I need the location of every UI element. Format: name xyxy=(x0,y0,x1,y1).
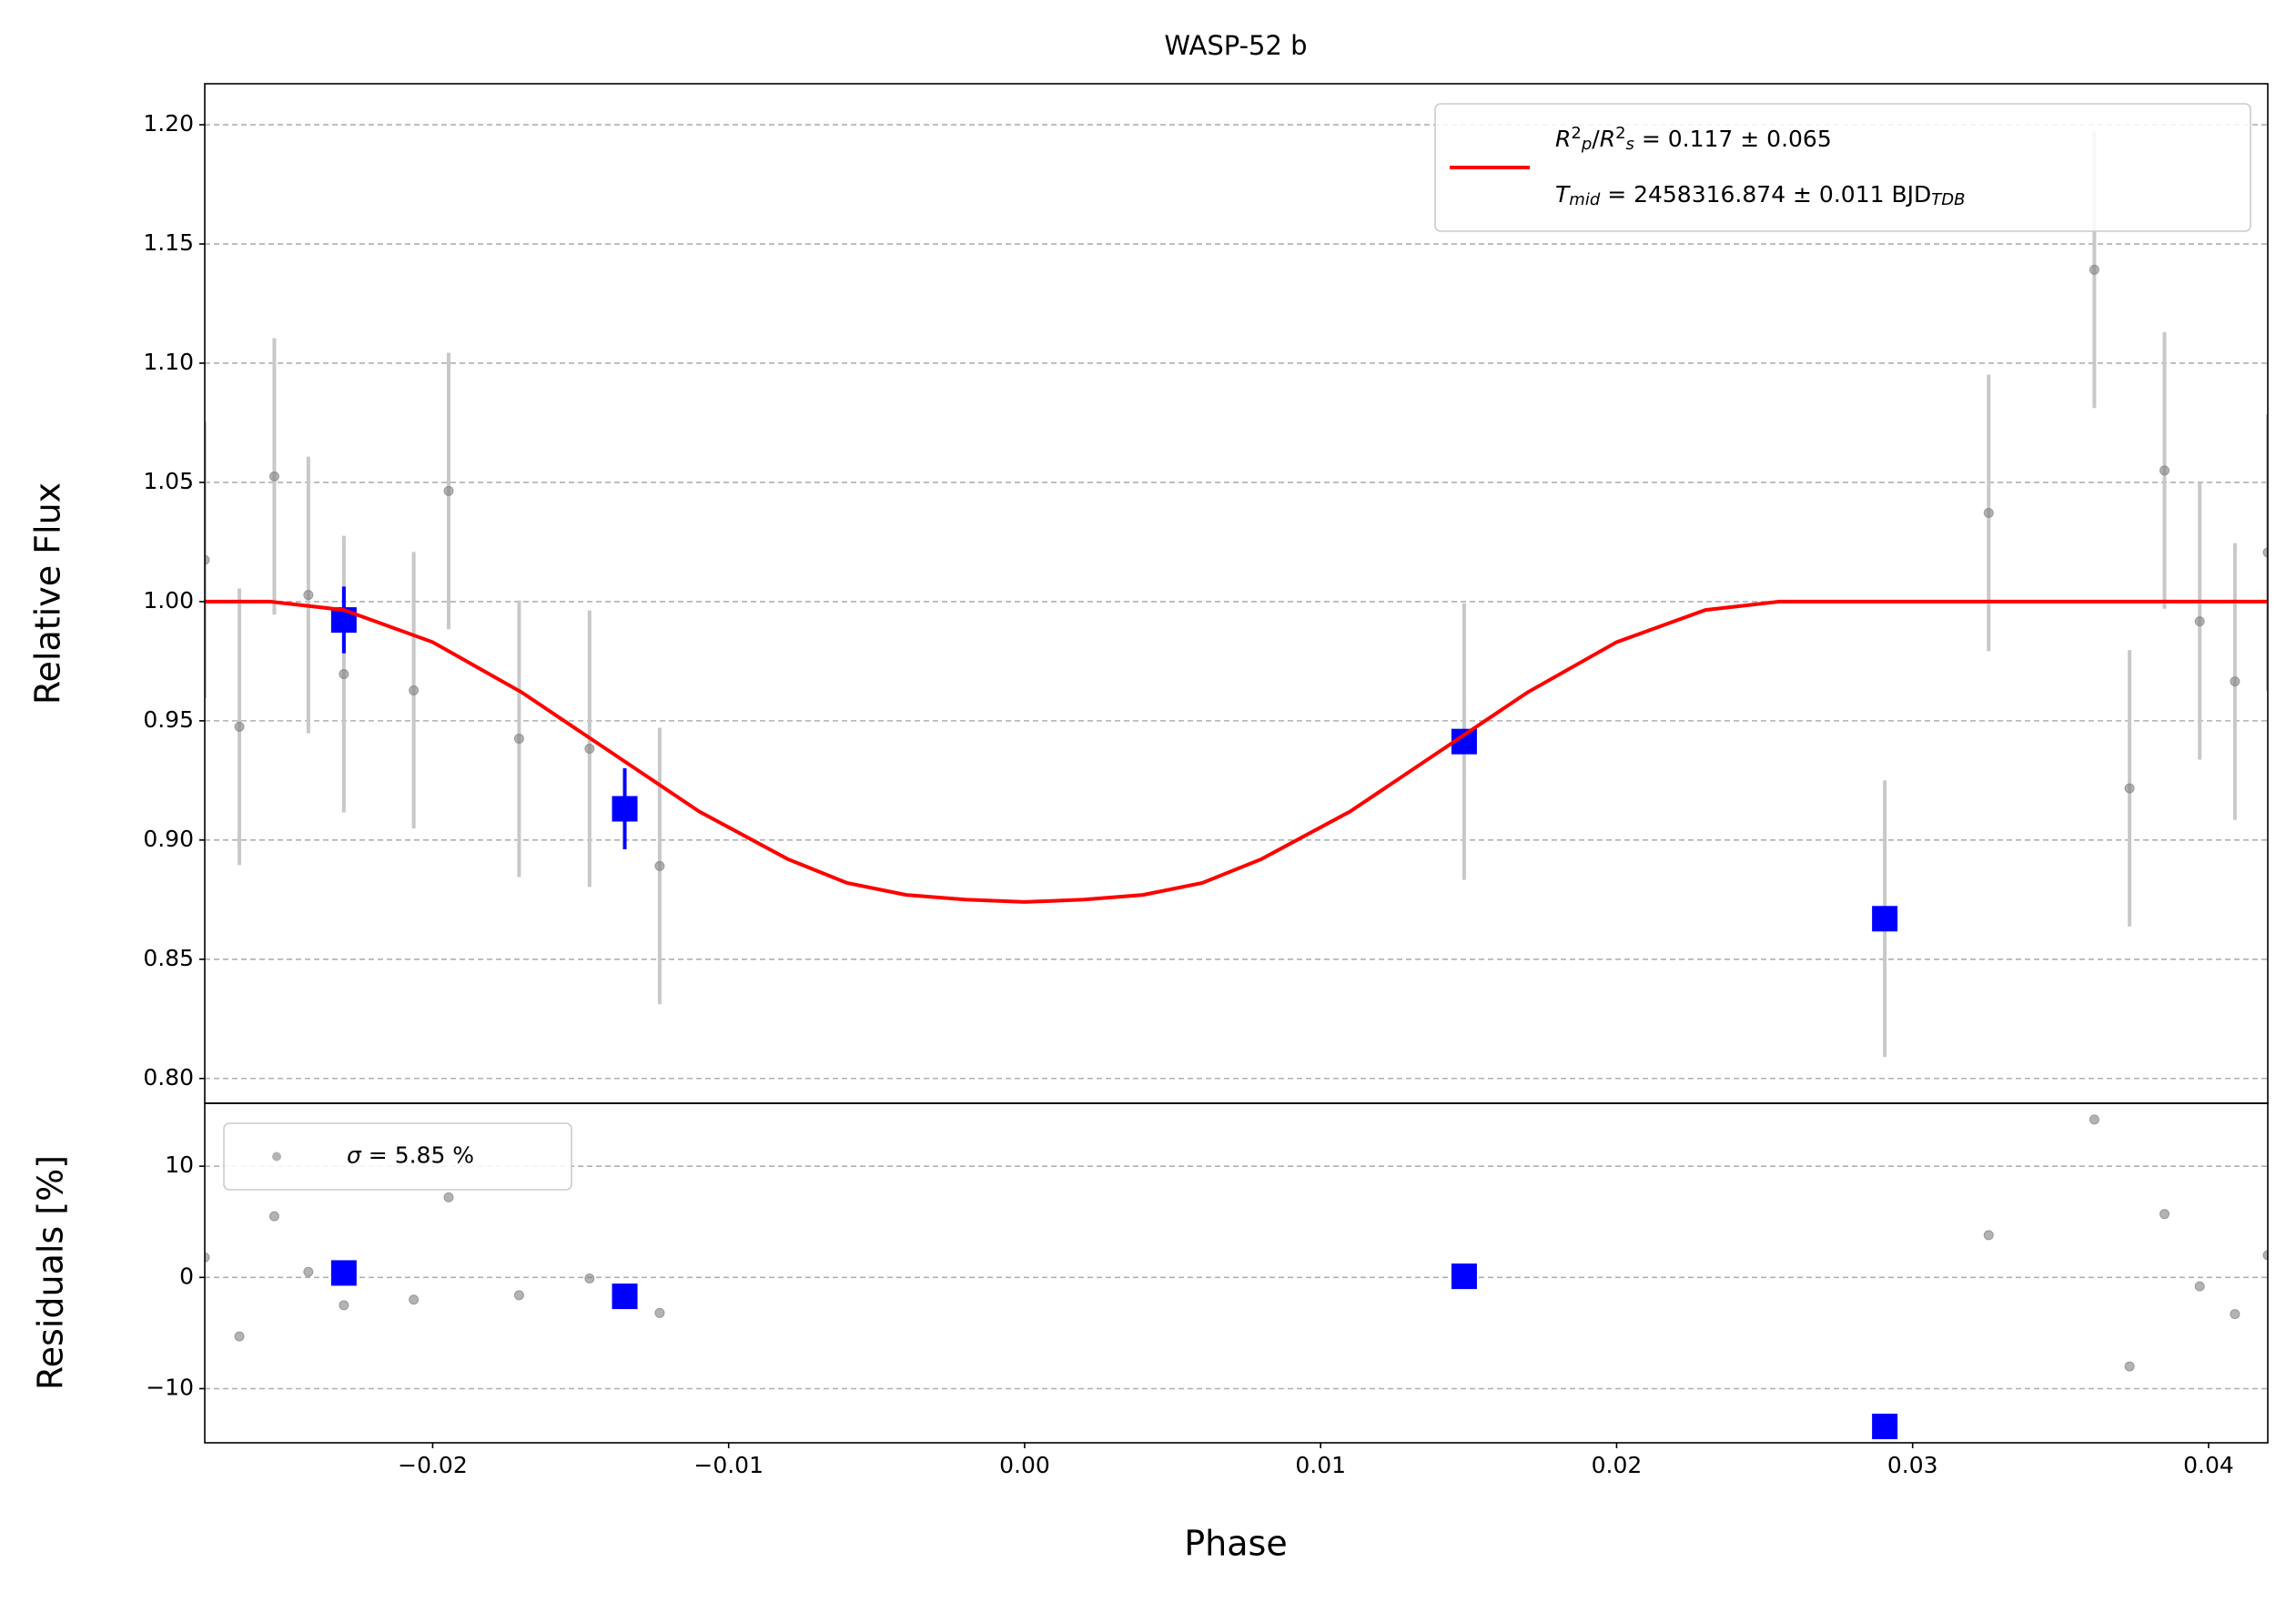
y-axis-label: Relative Flux xyxy=(28,482,68,705)
plot-frame xyxy=(204,83,2269,1104)
data-point xyxy=(339,1300,349,1311)
data-point xyxy=(2124,1361,2135,1372)
y-tick-label: 0.90 xyxy=(143,826,194,852)
binned-point xyxy=(1872,1414,1898,1440)
data-point xyxy=(2159,1209,2170,1220)
binned-point xyxy=(612,796,638,822)
data-point xyxy=(2262,547,2268,558)
x-tick-label: 0.00 xyxy=(999,1452,1050,1478)
data-point xyxy=(2124,783,2135,794)
data-point xyxy=(268,1211,279,1222)
data-point xyxy=(1983,1230,1994,1241)
plot-area xyxy=(205,1114,2268,1440)
data-point xyxy=(654,1307,665,1318)
y-tick-label: 1.15 xyxy=(143,229,194,256)
data-point xyxy=(513,734,524,745)
y-tick-label: 1.00 xyxy=(143,587,194,614)
y-tick-label: 10 xyxy=(165,1152,194,1178)
legend-text-part: = 2458316.874 ± 0.011 BJD xyxy=(1600,181,1931,208)
legend-text-part: s xyxy=(1626,135,1634,154)
legend-text-part: / xyxy=(1592,126,1600,152)
data-point xyxy=(443,1192,454,1202)
data-point xyxy=(513,1290,524,1301)
data-point xyxy=(654,860,665,871)
data-point xyxy=(268,471,279,482)
data-point xyxy=(2262,1250,2268,1261)
data-point xyxy=(2194,1281,2205,1292)
legend-text-part: TDB xyxy=(1931,190,1965,209)
data-point xyxy=(339,669,349,680)
y-tick-label: 1.20 xyxy=(143,110,194,137)
data-point xyxy=(303,590,314,601)
chart-title: WASP-52 b xyxy=(1164,30,1307,61)
data-point xyxy=(584,744,595,755)
data-point xyxy=(234,1331,245,1342)
y-tick-label: 0 xyxy=(179,1263,194,1289)
legend-text-part: 2 xyxy=(1615,124,1625,143)
binned-point xyxy=(612,1283,638,1310)
data-point xyxy=(2089,264,2099,275)
data-point xyxy=(443,485,454,496)
y-tick-label: 1.10 xyxy=(143,349,194,375)
x-tick-label: −0.02 xyxy=(398,1452,468,1478)
legend-box xyxy=(1434,103,2251,232)
legend-text-part: σ xyxy=(347,1142,362,1169)
y-tick-label: 0.80 xyxy=(143,1064,194,1091)
data-point xyxy=(205,1252,210,1263)
data-point xyxy=(409,1294,420,1305)
data-point xyxy=(2230,676,2240,687)
plot-frame xyxy=(204,1102,2269,1444)
model-curve xyxy=(205,599,2268,904)
y-tick-label: 1.05 xyxy=(143,468,194,494)
data-point xyxy=(2159,465,2170,476)
data-point xyxy=(409,685,420,695)
legend-text-part: mid xyxy=(1569,190,1601,209)
legend-text-part: p xyxy=(1581,135,1592,154)
legend-text-part: 2 xyxy=(1571,124,1581,143)
legend-label: σ = 5.85 % xyxy=(347,1142,474,1169)
legend-text-part: = 0.117 ± 0.065 xyxy=(1634,126,1832,152)
x-tick-label: 0.04 xyxy=(2183,1452,2234,1478)
legend-text-part: = 5.85 % xyxy=(361,1142,474,1169)
x-tick-label: −0.01 xyxy=(693,1452,764,1478)
legend-label: R2p/R2s = 0.117 ± 0.065 xyxy=(1555,124,1832,155)
data-point xyxy=(2089,1114,2099,1125)
data-point xyxy=(234,721,245,732)
legend-text-part: R xyxy=(1555,126,1571,152)
legend-text-part: T xyxy=(1555,181,1571,208)
plot-area xyxy=(205,131,2268,1058)
x-tick-label: 0.03 xyxy=(1887,1452,1938,1478)
y-axis-label: Residuals [%] xyxy=(31,1155,71,1390)
x-axis-label: Phase xyxy=(1184,1524,1287,1564)
legend-label: Tmid = 2458316.874 ± 0.011 BJDTDB xyxy=(1555,181,1965,209)
y-tick-label: 0.95 xyxy=(143,706,194,733)
data-point xyxy=(2194,616,2205,627)
binned-point xyxy=(330,1260,357,1286)
legend-text-part: R xyxy=(1600,126,1615,152)
binned-point xyxy=(1872,906,1898,932)
binned-point xyxy=(1451,1263,1477,1290)
x-tick-label: 0.01 xyxy=(1295,1452,1346,1478)
legend-box xyxy=(223,1122,572,1191)
y-tick-label: −10 xyxy=(146,1375,194,1401)
data-point xyxy=(205,554,210,565)
data-point xyxy=(584,1273,595,1284)
x-tick-label: 0.02 xyxy=(1592,1452,1643,1478)
data-point xyxy=(303,1266,314,1277)
data-point xyxy=(2230,1309,2240,1320)
data-point xyxy=(1983,507,1994,518)
legend-swatch xyxy=(272,1152,281,1162)
y-tick-label: 0.85 xyxy=(143,945,194,971)
